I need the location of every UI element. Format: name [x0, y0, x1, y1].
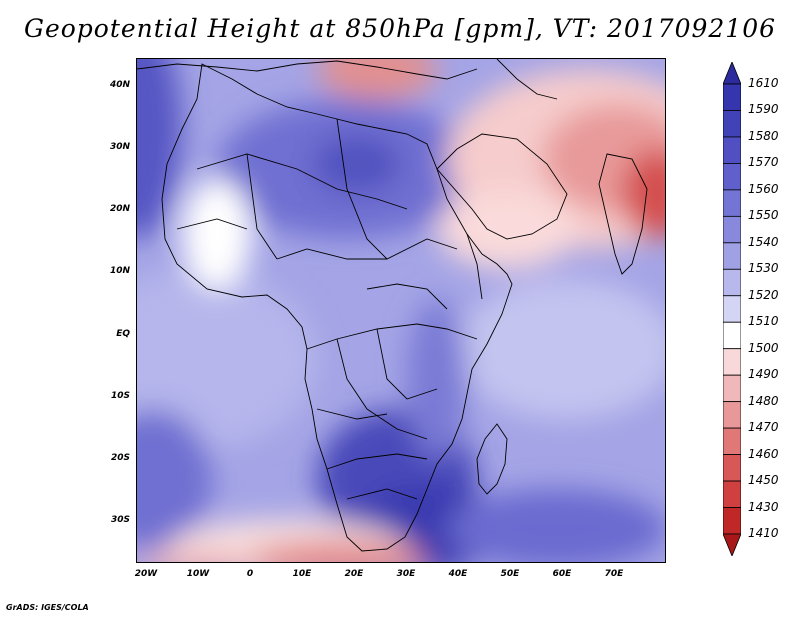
lat-label-30s: 30S [110, 515, 130, 525]
colorbar-box [723, 427, 741, 455]
colorbar-level-label: 1430 [748, 499, 779, 514]
lon-label-60e: 60E [552, 569, 572, 579]
colorbar-level-label: 1560 [748, 181, 779, 196]
grads-credit: GrADS: IGES/COLA [6, 603, 89, 612]
lon-label-40e: 40E [448, 569, 468, 579]
colorbar-level-label: 1490 [748, 367, 779, 382]
lon-label-0: 0 [246, 569, 254, 579]
lat-label-10s: 10S [110, 391, 130, 401]
lat-label-20n: 20N [109, 204, 130, 214]
colorbar-box [723, 480, 741, 508]
colorbar-level-label: 1610 [748, 76, 779, 90]
lon-label-10w: 10W [186, 569, 210, 579]
map-plot-area [136, 58, 666, 563]
colorbar-box [723, 321, 741, 350]
colorbar-level-label: 1500 [748, 340, 779, 355]
colorbar-box [723, 83, 741, 111]
colorbar-level-label: 1470 [748, 420, 779, 435]
colorbar-box [723, 454, 741, 482]
colorbar-level-label: 1480 [748, 393, 779, 408]
colorbar-box [723, 136, 741, 164]
lat-label-30n: 30N [109, 142, 130, 152]
geopotential-field [137, 59, 665, 562]
lat-label-40n: 40N [109, 80, 130, 90]
colorbar-box [723, 189, 741, 217]
colorbar-level-label: 1450 [748, 473, 779, 488]
colorbar-level-label: 1520 [748, 287, 779, 302]
colorbar-level-label: 1550 [748, 208, 779, 223]
colorbar-level-label: 1410 [748, 526, 779, 540]
colorbar [723, 62, 741, 556]
lon-label-30e: 30E [396, 569, 416, 579]
colorbar-box [723, 242, 741, 270]
colorbar-bottom-triangle [723, 533, 741, 556]
lon-label-70e: 70E [604, 569, 624, 579]
lat-label-eq: EQ [116, 329, 130, 339]
lat-label-10n: 10N [109, 266, 130, 276]
colorbar-box [723, 163, 741, 191]
colorbar-box [723, 507, 741, 535]
colorbar-level-label: 1570 [748, 155, 779, 170]
colorbar-level-label: 1530 [748, 261, 779, 276]
colorbar-box [723, 401, 741, 429]
lon-label-20e: 20E [344, 569, 364, 579]
colorbar-level-label: 1540 [748, 234, 779, 249]
lon-label-20w: 20W [134, 569, 158, 579]
colorbar-level-label: 1460 [748, 446, 779, 461]
colorbar-box [723, 215, 741, 244]
lon-label-10e: 10E [292, 569, 312, 579]
colorbar-box [723, 374, 741, 403]
colorbar-box [723, 348, 741, 376]
lat-label-20s: 20S [110, 453, 130, 463]
colorbar-box [723, 295, 741, 323]
colorbar-box [723, 268, 741, 297]
colorbar-box [723, 110, 741, 138]
colorbar-level-label: 1590 [748, 102, 779, 117]
colorbar-top-triangle [723, 62, 741, 85]
map-title: Geopotential Height at 850hPa [gpm], VT:… [23, 14, 777, 43]
lon-label-50e: 50E [500, 569, 520, 579]
colorbar-level-label: 1580 [748, 128, 779, 143]
colorbar-level-label: 1510 [748, 314, 779, 329]
coastline [137, 59, 648, 552]
